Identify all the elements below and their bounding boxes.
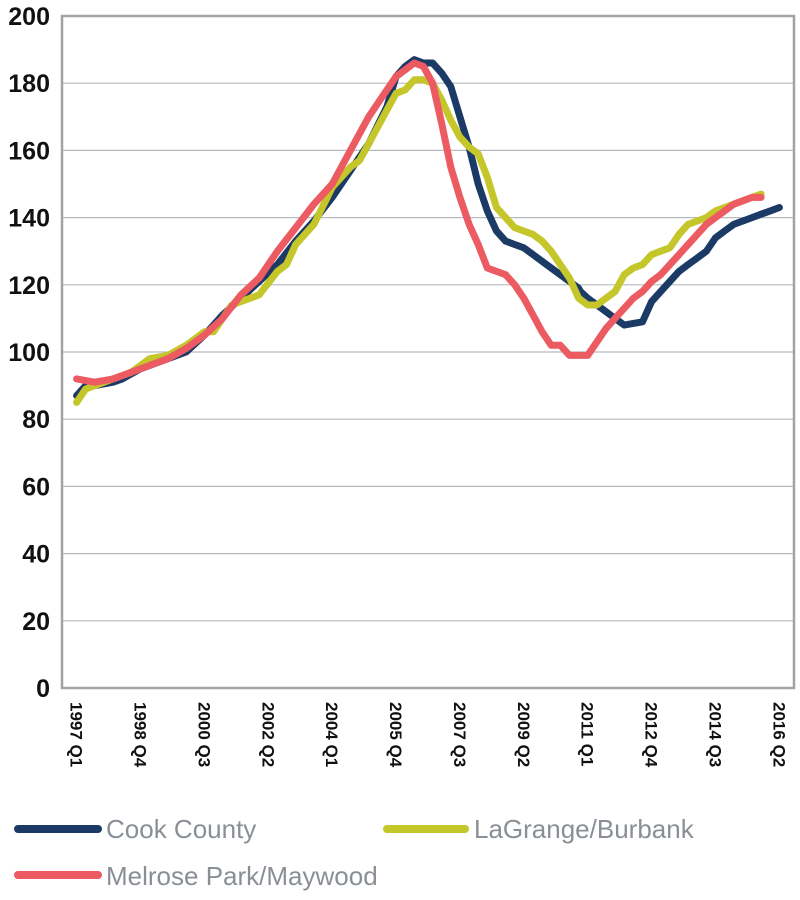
y-tick-label-140: 140: [8, 205, 50, 233]
y-tick-label-160: 160: [8, 137, 50, 165]
x-tick-label-1: 1998 Q4: [130, 702, 149, 768]
y-tick-label-200: 200: [8, 3, 50, 31]
x-tick-label-2: 2000 Q3: [194, 702, 213, 767]
series-lines: [73, 56, 783, 406]
y-tick-label-120: 120: [8, 272, 50, 300]
y-tick-label-180: 180: [8, 70, 50, 98]
x-tick-label-10: 2014 Q3: [706, 702, 725, 767]
legend-label-lagrange-burbank: LaGrange/Burbank: [474, 814, 695, 844]
x-tick-label-6: 2007 Q3: [450, 702, 469, 767]
legend-item-melrose-park-maywood: Melrose Park/Maywood: [14, 861, 378, 891]
x-tick-label-11: 2016 Q2: [769, 702, 788, 767]
x-tick-label-9: 2012 Q4: [642, 702, 661, 768]
series-line-melrose-park-maywood: [73, 59, 765, 386]
y-tick-label-40: 40: [22, 541, 50, 569]
x-tick-label-7: 2009 Q2: [514, 702, 533, 767]
x-tick-label-3: 2002 Q2: [258, 702, 277, 767]
legend-item-lagrange-burbank: LaGrange/Burbank: [383, 814, 695, 844]
plot-frame: [60, 14, 796, 690]
legend-label-melrose-park-maywood: Melrose Park/Maywood: [106, 861, 378, 891]
x-tick-label-0: 1997 Q1: [67, 702, 86, 767]
x-axis-tick-labels: 1997 Q1 1998 Q4 2000 Q3 2002 Q2 2004 Q1 2005 …: [67, 702, 789, 768]
legend-label-cook-county: Cook County: [106, 814, 256, 844]
x-tick-label-4: 2004 Q1: [322, 702, 341, 767]
y-axis-tick-labels: 0 20 40 60 80 100 120 140 160 180 200: [8, 3, 50, 703]
y-tick-label-20: 20: [22, 608, 50, 636]
legend: Cook County LaGrange/Burbank Melrose Par…: [14, 814, 695, 891]
y-tick-label-60: 60: [22, 473, 50, 501]
y-tick-label-100: 100: [8, 339, 50, 367]
x-tick-label-5: 2005 Q4: [386, 702, 405, 768]
y-tick-label-0: 0: [36, 675, 50, 703]
y-tick-label-80: 80: [22, 406, 50, 434]
x-tick-label-8: 2011 Q1: [578, 702, 597, 766]
legend-item-cook-county: Cook County: [14, 814, 256, 844]
